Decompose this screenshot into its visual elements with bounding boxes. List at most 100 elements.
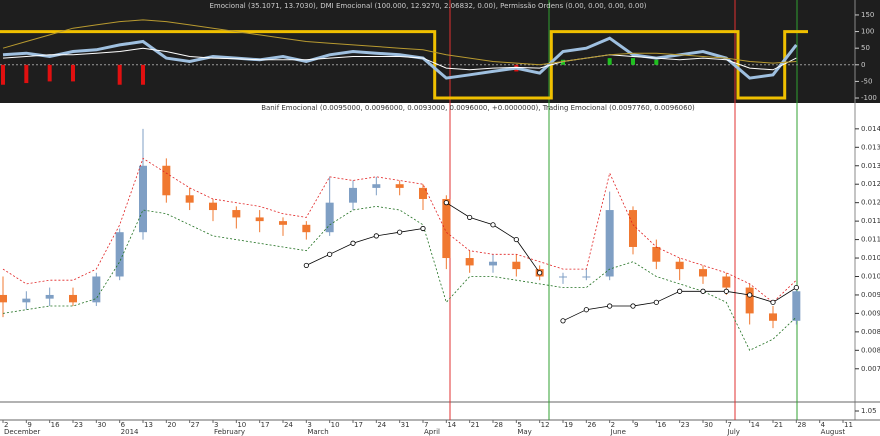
candle-body	[395, 184, 404, 188]
candle-body	[0, 294, 7, 303]
candle-body	[582, 276, 591, 278]
histogram-bar	[141, 64, 145, 85]
x-tick-label: 23	[74, 421, 83, 429]
y-tick-label: 0.0075	[861, 365, 880, 373]
candle-body	[629, 210, 637, 247]
stop-marker	[747, 292, 753, 298]
x-tick-label: 14	[447, 421, 456, 429]
stop-marker	[630, 303, 636, 309]
stop-marker	[607, 303, 613, 309]
x-tick-label: 28	[494, 421, 503, 429]
stop-marker	[793, 284, 799, 291]
histogram-bar	[561, 59, 565, 65]
candle-body	[372, 184, 381, 188]
month-label: July	[726, 428, 740, 436]
x-tick-label: 24	[284, 421, 293, 429]
indicator-line	[2, 157, 797, 303]
stop-marker	[467, 214, 473, 221]
x-tick-label: 21	[774, 421, 783, 429]
stop-marker	[513, 236, 519, 243]
x-tick-label: 10	[331, 421, 340, 429]
candle-body	[325, 202, 334, 233]
candle-body	[559, 276, 567, 278]
candle-body	[349, 187, 357, 203]
candle-body	[489, 261, 497, 266]
x-tick-label: 4	[821, 421, 826, 429]
candle-body	[185, 195, 194, 203]
x-tick-label: 6	[121, 421, 126, 429]
stop-marker	[770, 299, 776, 305]
month-label: April	[424, 428, 440, 436]
x-tick-label: 11	[844, 421, 853, 429]
x-tick-label: 30	[704, 421, 713, 429]
candle-body	[745, 287, 754, 314]
top-title: Emocional (35.1071, 13.7030), DMI Emocio…	[209, 2, 646, 10]
x-tick-label: 3	[214, 421, 218, 429]
x-tick-label: 20	[167, 421, 176, 429]
x-tick-label: 31	[401, 421, 410, 429]
x-tick-label: 5	[517, 421, 521, 429]
indicator-line	[306, 228, 424, 266]
stop-marker	[653, 299, 659, 305]
y-tick-label: 100	[861, 28, 874, 36]
indicator-line	[2, 36, 798, 80]
candle-body	[465, 258, 474, 266]
y-tick-label: -100	[861, 94, 877, 102]
stop-marker	[723, 288, 729, 294]
stop-marker	[443, 200, 449, 206]
y-tick-label: 0.0115	[861, 217, 880, 225]
indicator-line	[2, 205, 797, 351]
y-tick-label: 0.0125	[861, 180, 880, 188]
y-tick-label: 0	[861, 61, 865, 69]
x-tick-label: 17	[354, 421, 363, 429]
y-tick-label: -50	[861, 77, 872, 85]
x-tick-label: 16	[657, 421, 666, 429]
x-tick-label: 19	[564, 421, 573, 429]
indicator-line	[2, 47, 797, 71]
candle-body	[792, 291, 801, 321]
stop-marker	[350, 240, 356, 246]
stop-marker	[420, 225, 426, 232]
candle-body	[605, 210, 614, 277]
x-tick-label: 16	[51, 421, 60, 429]
candle-body	[769, 313, 777, 321]
stop-marker	[490, 222, 496, 228]
histogram-bar	[117, 64, 122, 85]
histogram-bar	[47, 64, 52, 82]
histogram-bar	[24, 64, 29, 84]
candle-body	[232, 210, 241, 218]
x-tick-label: 21	[471, 421, 480, 429]
x-tick-label: 10	[237, 421, 246, 429]
candle-body	[442, 198, 451, 259]
x-tick-label: 17	[261, 421, 270, 429]
histogram-bar	[654, 59, 659, 65]
month-label: 2014	[121, 428, 139, 436]
histogram-bar	[71, 64, 75, 82]
x-tick-label: 23	[681, 421, 690, 429]
x-tick-label: 27	[191, 421, 200, 429]
x-tick-label: 24	[377, 421, 386, 429]
candle-body	[45, 294, 54, 299]
month-label: March	[307, 428, 328, 436]
candle-body	[675, 261, 684, 270]
stop-marker	[677, 288, 683, 294]
stop-marker	[303, 262, 309, 269]
stop-marker	[560, 318, 566, 324]
y-tick-label: 0.0095	[861, 291, 880, 299]
stop-marker	[700, 288, 706, 294]
candle-body	[302, 224, 311, 233]
main-title: Banif Emocional (0.0095000, 0.0096000, 0…	[261, 104, 695, 112]
x-tick-label: 9	[634, 421, 638, 429]
permission-line	[0, 30, 808, 100]
x-tick-label: 13	[144, 421, 153, 429]
top-panel	[0, 0, 880, 103]
candle-body	[512, 261, 521, 270]
